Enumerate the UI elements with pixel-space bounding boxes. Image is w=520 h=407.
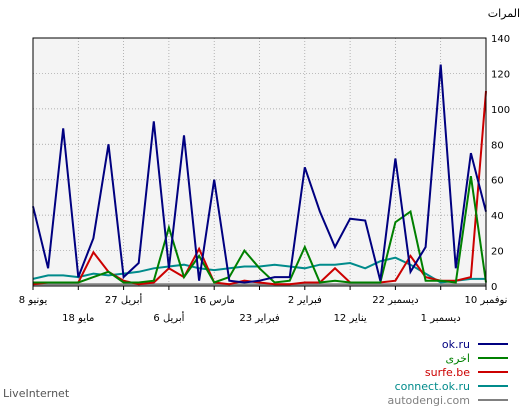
y-tick-label: 120	[491, 69, 510, 80]
x-tick-label: 27 أبريل	[105, 293, 143, 306]
legend-label: ok.ru	[441, 337, 470, 351]
plot-border	[32, 37, 487, 287]
x-tick-label: 16 مارس	[194, 295, 235, 306]
legend-swatch	[478, 399, 508, 401]
x-tick-label: 1 ديسمبر	[421, 313, 461, 324]
x-tick-label: 2 فبراير	[288, 295, 322, 306]
y-tick-label: 60	[491, 176, 504, 187]
legend-item: connect.ok.ru	[278, 379, 508, 393]
y-tick-label: 0	[491, 282, 497, 293]
watermark: LiveInternet	[3, 387, 70, 400]
y-tick-label: 100	[491, 105, 510, 116]
x-axis-ticks: 10 نوفمبر 22 ديسمبر 2 فبراير 16 مارس 27 أبري…	[19, 286, 508, 324]
y-tick-label: 40	[491, 211, 504, 222]
legend-label: connect.ok.ru	[394, 379, 470, 393]
legend-item: اخرى	[278, 351, 508, 365]
x-tick-label: 23 فبراير	[239, 313, 280, 324]
legend-item: surfe.be	[278, 365, 508, 379]
series-line-ok-ru	[32, 64, 487, 284]
series-lines	[32, 64, 487, 286]
x-tick-label: 18 مايو	[62, 313, 94, 324]
legend-swatch	[478, 385, 508, 387]
x-tick-label: 8 يونيو	[19, 295, 48, 306]
legend-label: autodengi.com	[387, 393, 470, 407]
y-tick-label: 140	[491, 34, 510, 45]
legend-item: ok.ru	[278, 337, 508, 351]
legend-swatch	[478, 371, 508, 373]
y-tick-label: 80	[491, 140, 504, 151]
x-tick-label: 12 يناير	[334, 313, 367, 324]
y-axis-label: المرات	[488, 7, 520, 20]
y-tick-label: 20	[491, 247, 504, 258]
legend-swatch	[478, 343, 508, 345]
series-line--	[33, 176, 487, 284]
legend-item: autodengi.com	[278, 393, 508, 407]
legend-label: اخرى	[445, 351, 470, 365]
legend-swatch	[478, 357, 508, 359]
y-axis-ticks: 0 20 40 60 80 100 120 140	[491, 34, 510, 293]
legend: ok.ru اخرى surfe.be connect.ok.ru autodengi.…	[278, 337, 508, 407]
x-tick-label: 10 نوفمبر	[465, 295, 508, 306]
x-tick-label: 22 ديسمبر	[372, 295, 418, 306]
x-tick-label: 6 أبريل	[153, 311, 184, 324]
legend-label: surfe.be	[424, 365, 470, 379]
